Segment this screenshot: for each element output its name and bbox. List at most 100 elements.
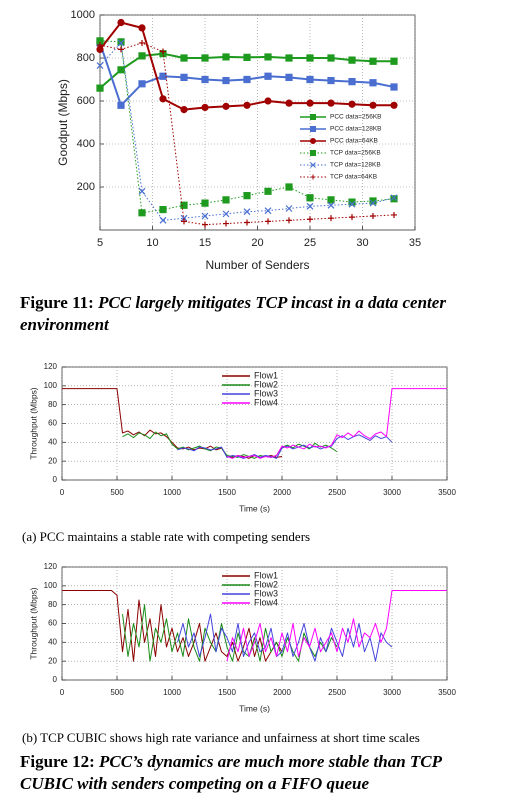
- y-tick-label: 60: [48, 619, 57, 628]
- data-point: [285, 183, 293, 191]
- data-point: [138, 52, 146, 60]
- x-tick-label: 30: [356, 237, 368, 249]
- legend-label: PCC data=64KB: [330, 138, 378, 145]
- data-point: [327, 196, 335, 204]
- data-point: [223, 220, 229, 227]
- data-point: [349, 214, 355, 221]
- y-tick-label: 20: [48, 456, 57, 465]
- caption-label: Figure 11:: [20, 293, 94, 312]
- data-point: [390, 57, 398, 65]
- legend-label: Flow1: [254, 370, 278, 380]
- data-point: [390, 194, 398, 202]
- data-point: [243, 53, 251, 61]
- legend-label: PCC data=256KB: [330, 114, 382, 121]
- series-line: [99, 42, 395, 221]
- data-point: [348, 200, 356, 208]
- y-axis-label: Throughput (Mbps): [28, 587, 38, 659]
- data-point: [243, 208, 251, 216]
- data-point: [348, 56, 356, 64]
- y-tick-label: 0: [53, 475, 58, 484]
- data-point: [391, 211, 397, 218]
- data-point: [264, 53, 272, 61]
- data-point: [159, 72, 167, 80]
- data-point: [96, 37, 104, 45]
- x-tick-label: 1500: [218, 488, 236, 497]
- data-point: [222, 53, 230, 61]
- data-point: [117, 66, 125, 74]
- data-point: [370, 213, 376, 220]
- data-point: [369, 199, 377, 207]
- y-tick-label: 100: [44, 381, 58, 390]
- data-point: [159, 205, 167, 214]
- data-point: [201, 54, 209, 62]
- data-point: [96, 45, 104, 53]
- legend-label: TCP data=64KB: [330, 174, 377, 181]
- data-point: [96, 62, 104, 69]
- data-point: [348, 198, 356, 206]
- legend-label: Flow1: [254, 570, 278, 580]
- y-tick-label: 200: [77, 181, 95, 193]
- data-point: [390, 101, 398, 109]
- x-tick-label: 5: [97, 237, 103, 249]
- data-point: [138, 187, 146, 195]
- subfigure-a-caption: (a) PCC maintains a stable rate with com…: [22, 529, 311, 544]
- legend-marker: [310, 174, 316, 180]
- data-point: [117, 39, 125, 47]
- y-tick-label: 120: [44, 362, 58, 371]
- data-point: [306, 75, 314, 84]
- data-point: [306, 99, 314, 107]
- figure-12-caption: Figure 12: PCC’s dynamics are much more …: [20, 751, 495, 795]
- data-point: [285, 73, 293, 81]
- series-line: [226, 388, 447, 459]
- legend-label: Flow3: [254, 588, 278, 598]
- chart: 0 20 40 60 80 100 120 0 500 1000 1500 2000 2500 3000 3…: [28, 362, 456, 513]
- data-point: [222, 76, 230, 85]
- data-point: [138, 24, 146, 32]
- x-tick-label: 1500: [218, 688, 236, 697]
- y-axis-label: Goodput (Mbps): [56, 79, 70, 166]
- y-tick-label: 120: [44, 562, 58, 571]
- legend-marker: [310, 114, 316, 120]
- legend-label: TCP data=256KB: [330, 150, 381, 157]
- legend-marker: [310, 126, 316, 132]
- data-point: [306, 54, 314, 62]
- data-point: [159, 216, 167, 224]
- x-tick-label: 3000: [383, 688, 401, 697]
- data-point: [243, 101, 251, 109]
- y-tick-label: 80: [48, 400, 57, 409]
- x-tick-label: 0: [60, 488, 65, 497]
- x-tick-label: 20: [251, 237, 263, 249]
- data-point: [181, 218, 187, 225]
- data-point: [202, 221, 208, 228]
- data-point: [306, 202, 314, 210]
- x-tick-label: 500: [110, 688, 124, 697]
- data-point: [264, 97, 272, 105]
- data-point: [117, 101, 125, 109]
- legend-label: TCP data=128KB: [330, 162, 381, 169]
- data-point: [369, 101, 377, 109]
- data-point: [201, 212, 209, 220]
- x-axis-label: Time (s): [239, 703, 270, 713]
- data-point: [97, 42, 103, 49]
- data-point: [348, 100, 356, 108]
- data-point: [138, 209, 146, 217]
- data-point: [180, 201, 188, 209]
- x-axis-label: Number of Senders: [205, 258, 309, 272]
- caption-text: PCC largely mitigates TCP incast in a da…: [20, 293, 446, 334]
- x-tick-label: 1000: [163, 488, 181, 497]
- data-point: [285, 54, 293, 62]
- chart: 0 20 40 60 80 100 120 0 500 1000 1500 2000 2500 3000 3…: [28, 562, 456, 713]
- y-tick-label: 600: [77, 95, 95, 107]
- x-tick-label: 3500: [438, 688, 456, 697]
- data-point: [243, 75, 251, 84]
- y-axis-label: Throughput (Mbps): [28, 387, 38, 459]
- data-point: [180, 73, 188, 81]
- x-tick-label: 10: [146, 237, 158, 249]
- data-point: [286, 217, 292, 224]
- data-point: [180, 106, 188, 114]
- legend-marker: [310, 150, 316, 156]
- y-tick-label: 20: [48, 656, 57, 665]
- data-point: [306, 194, 314, 202]
- data-point: [327, 201, 335, 209]
- data-point: [264, 72, 272, 80]
